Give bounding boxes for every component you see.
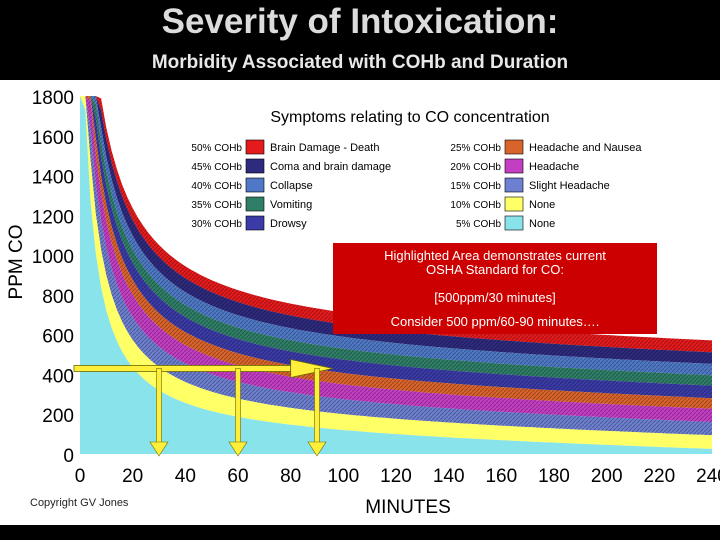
annotation-line-3: [500ppm/30 minutes] — [434, 290, 555, 305]
osha-annotation: Highlighted Area demonstrates currentOSH… — [333, 243, 657, 334]
legend-label: Slight Headache — [529, 180, 610, 192]
y-tick-label: 1600 — [32, 128, 74, 149]
x-tick-label: 80 — [280, 466, 301, 487]
legend-swatch — [504, 177, 524, 193]
legend-cohb: 20% COHb — [450, 162, 501, 173]
x-tick-label: 60 — [227, 466, 248, 487]
legend-cohb: 35% COHb — [191, 200, 242, 211]
legend-label: None — [529, 199, 555, 211]
x-tick-label: 200 — [591, 466, 623, 487]
osha-markers — [73, 358, 333, 457]
annotation-line-1: Highlighted Area demonstrates current — [384, 248, 606, 263]
x-tick-label: 140 — [433, 466, 465, 487]
legend-cohb: 15% COHb — [450, 181, 501, 192]
ppm-arrow-shaft — [73, 365, 292, 372]
legend-label: Drowsy — [270, 218, 307, 230]
y-tick-label: 200 — [42, 406, 74, 427]
legend-cohb: 50% COHb — [191, 143, 242, 154]
legend-title: Symptoms relating to CO concentration — [270, 109, 549, 126]
y-tick-label: 1400 — [32, 168, 74, 189]
x-tick-label: 220 — [643, 466, 675, 487]
x-tick-label: 180 — [538, 466, 570, 487]
minute-drop-head — [228, 441, 248, 457]
x-tick-label: 40 — [175, 466, 196, 487]
slide-title: Severity of Intoxication: — [161, 2, 559, 41]
minute-drop-shaft — [156, 368, 162, 445]
y-tick-label: 600 — [42, 327, 74, 348]
legend-box — [176, 102, 706, 232]
chart-svg: 0 200 400 600 800 1000 1200 1400 1600 1800 0 20 40 60… — [6, 88, 720, 518]
x-tick-label: 160 — [485, 466, 517, 487]
y-axis-label: PPM CO — [6, 225, 27, 300]
legend-cohb: 30% COHb — [191, 219, 242, 230]
y-tick-label: 0 — [63, 446, 74, 467]
legend-swatch — [245, 215, 265, 231]
legend-swatch — [245, 158, 265, 174]
legend-label: Collapse — [270, 180, 313, 192]
ppm-arrow-head — [290, 358, 333, 378]
curve-bands — [80, 96, 712, 454]
copyright: Copyright GV Jones — [30, 497, 129, 509]
chart-panel: 0 200 400 600 800 1000 1200 1400 1600 1800 0 20 40 60… — [0, 80, 720, 525]
x-tick-label: 120 — [380, 466, 412, 487]
legend-swatch — [245, 196, 265, 212]
legend-cohb: 10% COHb — [450, 200, 501, 211]
legend-swatch — [504, 215, 524, 231]
legend-label: Coma and brain damage — [270, 161, 391, 173]
annotation-line-4: Consider 500 ppm/60-90 minutes…. — [391, 314, 600, 329]
legend-label: Brain Damage - Death — [270, 142, 379, 154]
y-tick-label: 1000 — [32, 247, 74, 268]
band-5pct — [80, 96, 712, 454]
legend-label: Headache and Nausea — [529, 142, 642, 154]
minute-drop-head — [307, 441, 327, 457]
y-tick-label: 800 — [42, 287, 74, 308]
minute-drop-head — [149, 441, 169, 457]
minute-drop-shaft — [235, 368, 241, 445]
legend-label: Headache — [529, 161, 579, 173]
axes: 0 200 400 600 800 1000 1200 1400 1600 1800 0 20 40 60… — [6, 88, 720, 518]
x-tick-label: 100 — [327, 466, 359, 487]
legend-swatch — [245, 139, 265, 155]
legend-cohb: 5% COHb — [456, 219, 501, 230]
legend-swatch — [504, 158, 524, 174]
y-tick-label: 1200 — [32, 207, 74, 228]
x-tick-label: 240 — [696, 466, 720, 487]
y-tick-label: 1800 — [32, 88, 74, 109]
legend-cohb: 40% COHb — [191, 181, 242, 192]
legend-swatch — [245, 177, 265, 193]
legend-label: None — [529, 218, 555, 230]
x-tick-label: 20 — [122, 466, 143, 487]
x-tick-label: 0 — [75, 466, 86, 487]
legend-swatch — [504, 139, 524, 155]
slide-subtitle: Morbidity Associated with COHb and Durat… — [151, 52, 569, 73]
minute-drop-shaft — [314, 368, 320, 445]
footer-bar — [0, 525, 720, 540]
legend: Symptoms relating to CO concentration 50%… — [176, 102, 706, 232]
annotation-box — [333, 243, 657, 334]
legend-cohb: 45% COHb — [191, 162, 242, 173]
x-axis-label: MINUTES — [365, 497, 451, 518]
legend-label: Vomiting — [270, 199, 312, 211]
y-tick-label: 400 — [42, 366, 74, 387]
legend-cohb: 25% COHb — [450, 143, 501, 154]
annotation-line-2: OSHA Standard for CO: — [426, 262, 564, 277]
legend-swatch — [504, 196, 524, 212]
